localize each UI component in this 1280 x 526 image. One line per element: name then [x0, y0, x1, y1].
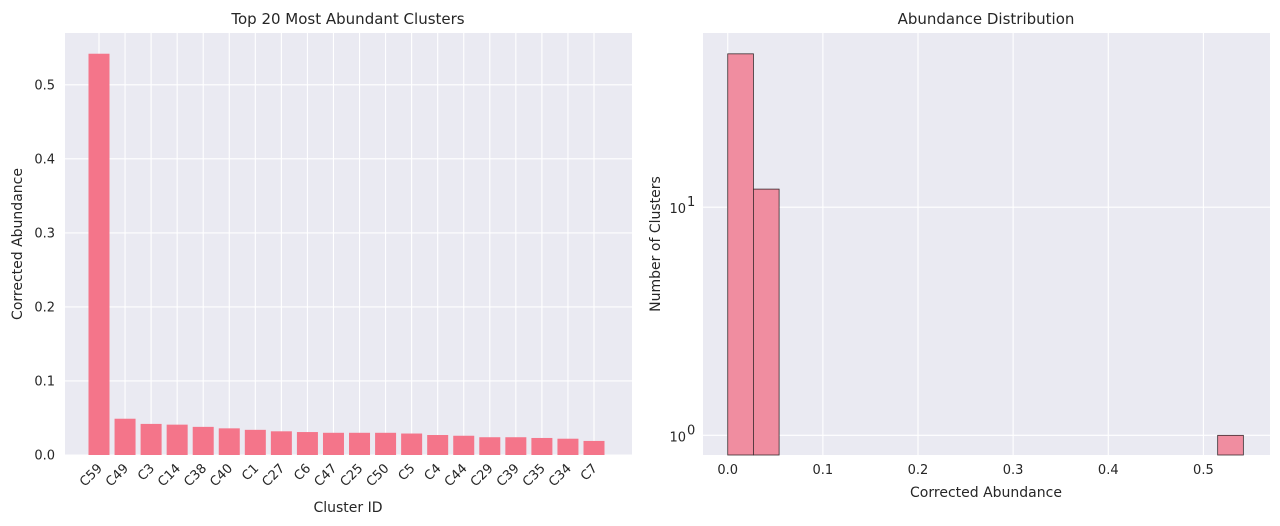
bar-C27 — [270, 431, 292, 455]
histogram-bin — [1217, 434, 1244, 456]
bar-C34 — [557, 438, 579, 455]
bar-chart-x-tick-label: C27 — [259, 461, 288, 490]
bar-chart-x-tick-label: C14 — [155, 461, 184, 490]
bar-chart-x-tick-label: C35 — [520, 461, 549, 490]
histogram-x-tick-label: 0.4 — [1098, 463, 1119, 478]
histogram-x-tick-label: 0.3 — [1003, 463, 1024, 478]
bar-chart-plot-area — [65, 33, 632, 455]
histogram-y-tick-base: 10 — [669, 430, 686, 445]
bar-C6 — [296, 432, 318, 455]
histogram-x-tick-label: 0.1 — [813, 463, 834, 478]
bar-chart-x-tick-label: C44 — [442, 461, 471, 490]
histogram-y-tick-exponent: 1 — [687, 195, 695, 210]
bar-C59 — [88, 53, 110, 455]
bar-C35 — [531, 437, 553, 455]
histogram-title: Abundance Distribution — [898, 10, 1075, 28]
histogram-y-tick-label: 10 0 — [669, 423, 695, 445]
bar-chart-x-tick-label: C49 — [103, 461, 132, 490]
bar-chart-x-tick-label: C29 — [468, 461, 497, 490]
histogram-plot-area — [703, 33, 1270, 455]
bar-chart-x-tick-label: C5 — [396, 461, 419, 484]
bar-C4 — [427, 435, 449, 455]
bar-chart-x-tick-label: C50 — [364, 461, 393, 490]
bar-chart-x-tick-label: C25 — [338, 461, 367, 490]
histogram-y-label: Number of Clusters — [648, 176, 664, 312]
bar-C38 — [192, 426, 214, 455]
histogram-x-tick-label: 0.5 — [1193, 463, 1214, 478]
bar-C5 — [401, 433, 423, 455]
bar-C50 — [375, 432, 397, 455]
bar-chart-y-tick-label: 0.0 — [34, 449, 55, 464]
bar-chart-y-tick-label: 0.3 — [34, 226, 55, 241]
bar-chart-x-tick-label: C59 — [77, 461, 106, 490]
bar-chart-x-tick-label: C3 — [135, 461, 158, 484]
bar-chart-x-tick-label: C1 — [239, 461, 262, 484]
bar-chart-y-label: Corrected Abundance — [10, 168, 26, 320]
bar-C7 — [583, 440, 605, 455]
bar-C1 — [244, 429, 266, 455]
histogram-bin — [753, 188, 780, 456]
bar-C29 — [479, 437, 501, 455]
histogram-y-tick-base: 10 — [669, 202, 686, 217]
bar-C49 — [114, 418, 136, 455]
bar-C47 — [322, 432, 344, 455]
bar-C39 — [505, 437, 527, 455]
histogram-x-tick-label: 0.0 — [717, 463, 738, 478]
bar-chart-y-tick-label: 0.5 — [34, 78, 55, 93]
bar-chart-x-tick-label: C47 — [312, 461, 341, 490]
bar-chart-title: Top 20 Most Abundant Clusters — [230, 10, 464, 28]
bar-chart-x-tick-label: C7 — [578, 461, 601, 484]
bar-chart-y-tick-label: 0.2 — [34, 300, 55, 315]
bar-C3 — [140, 423, 162, 455]
histogram-y-tick-exponent: 0 — [687, 423, 695, 438]
bar-chart-x-tick-label: C34 — [546, 461, 575, 490]
histogram-bin — [727, 53, 754, 456]
bar-chart-x-tick-label: C4 — [422, 461, 445, 484]
histogram-x-label: Corrected Abundance — [910, 485, 1062, 501]
bar-C14 — [166, 424, 188, 455]
bar-chart-x-tick-label: C38 — [181, 461, 210, 490]
histogram-y-tick-label: 10 1 — [669, 195, 695, 217]
bar-chart-x-tick-label: C40 — [207, 461, 236, 490]
bar-C40 — [218, 428, 240, 455]
bar-C25 — [349, 432, 371, 455]
bar-chart-y-tick-label: 0.1 — [34, 374, 55, 389]
bar-chart-x-label: Cluster ID — [313, 500, 382, 516]
bar-chart-x-tick-label: C39 — [494, 461, 523, 490]
bar-C44 — [453, 435, 475, 455]
bar-chart-x-tick-label: C6 — [291, 461, 314, 484]
bar-chart-y-tick-label: 0.4 — [34, 152, 55, 167]
histogram-x-tick-label: 0.2 — [908, 463, 929, 478]
